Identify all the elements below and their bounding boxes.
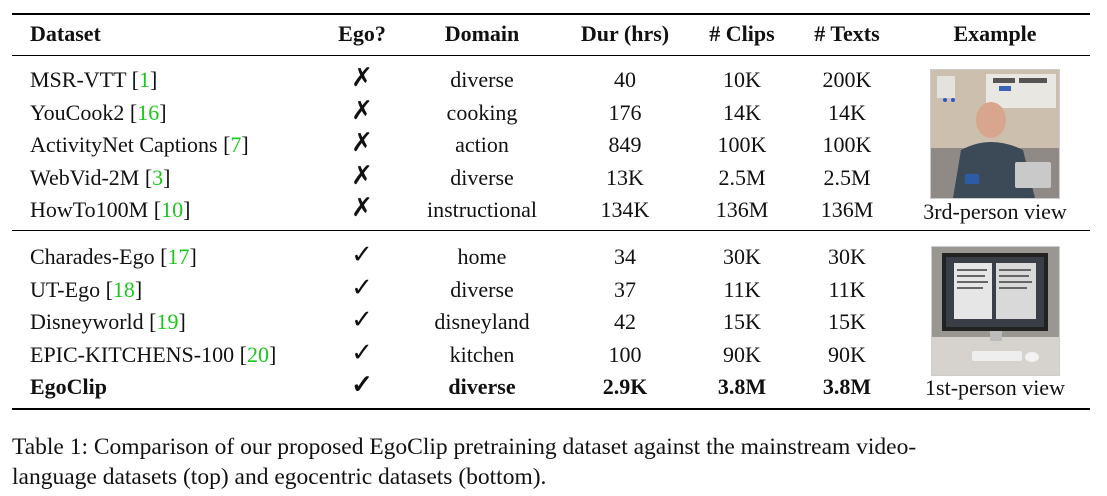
header-domain: Domain bbox=[444, 21, 520, 46]
table-caption: Table 1: Comparison of our proposed EgoC… bbox=[12, 432, 1094, 492]
dataset-name: Disneyworld bbox=[30, 309, 144, 334]
dataset-name: EPIC-KITCHENS-100 bbox=[30, 341, 235, 367]
cell-duration: 13K bbox=[606, 164, 644, 190]
cell-duration: 100 bbox=[608, 341, 642, 367]
cell-ego: ✓ bbox=[351, 305, 373, 334]
cell-duration: 37 bbox=[614, 276, 636, 302]
cell-clips: 10K bbox=[723, 67, 761, 92]
cell-texts: 3.8M bbox=[822, 374, 872, 399]
cell-domain: action bbox=[455, 132, 509, 157]
cell-domain: diverse bbox=[450, 276, 514, 302]
citation-link[interactable]: 16 bbox=[137, 99, 160, 125]
header-texts: # Texts bbox=[814, 21, 880, 46]
cell-texts: 200K bbox=[822, 67, 872, 92]
cell-domain: diverse bbox=[450, 67, 514, 92]
header-clips: # Clips bbox=[709, 21, 775, 46]
cell-duration: 134K bbox=[600, 197, 650, 222]
cell-duration: 2.9K bbox=[602, 374, 648, 399]
dataset-name: ActivityNet Captions bbox=[30, 132, 218, 157]
cell-domain: disneyland bbox=[434, 309, 530, 334]
caption-line-2: language datasets (top) and egocentric d… bbox=[12, 464, 547, 490]
cell-ego: ✗ bbox=[351, 128, 373, 157]
cell-clips: 136M bbox=[715, 197, 769, 222]
bottom-rule bbox=[12, 408, 1090, 410]
cell-duration: 42 bbox=[614, 309, 636, 334]
caption-line-1: Table 1: Comparison of our proposed EgoC… bbox=[12, 434, 917, 460]
dataset-name: EgoClip bbox=[30, 374, 108, 399]
example-top-label: 3rd-person view bbox=[923, 199, 1067, 224]
cell-dataset: WebVid-2M [3] bbox=[30, 164, 171, 190]
dataset-name: YouCook2 bbox=[30, 99, 125, 125]
cell-texts: 11K bbox=[828, 276, 866, 302]
cell-clips: 15K bbox=[723, 309, 761, 334]
citation-link[interactable]: 20 bbox=[246, 341, 269, 367]
cell-dataset: MSR-VTT [1] bbox=[30, 67, 158, 92]
cell-clips: 100K bbox=[717, 132, 767, 157]
citation-link[interactable]: 3 bbox=[152, 164, 164, 190]
cell-dataset: Charades-Ego [17] bbox=[30, 244, 197, 269]
cell-ego: ✓ bbox=[351, 337, 373, 367]
dataset-name: MSR-VTT bbox=[30, 67, 127, 92]
cell-domain: cooking bbox=[446, 99, 518, 125]
cell-domain: kitchen bbox=[449, 341, 515, 367]
cell-clips: 90K bbox=[723, 341, 761, 367]
cell-clips: 11K bbox=[723, 276, 761, 302]
header-rule bbox=[12, 55, 1090, 56]
cell-duration: 849 bbox=[608, 132, 642, 157]
cell-texts: 14K bbox=[828, 99, 866, 125]
header-example: Example bbox=[953, 21, 1037, 46]
cell-ego: ✗ bbox=[351, 160, 373, 190]
cell-domain: diverse bbox=[448, 374, 516, 399]
cell-texts: 15K bbox=[828, 309, 866, 334]
cell-dataset: ActivityNet Captions [7] bbox=[30, 132, 249, 157]
mid-rule bbox=[12, 230, 1090, 231]
third-person-example-image bbox=[930, 69, 1060, 199]
cell-duration: 176 bbox=[608, 99, 642, 125]
cell-dataset: HowTo100M [10] bbox=[30, 197, 191, 222]
cell-texts: 30K bbox=[828, 244, 866, 269]
citation-link[interactable]: 7 bbox=[230, 132, 242, 157]
citation-link[interactable]: 19 bbox=[156, 309, 179, 334]
cell-ego: ✗ bbox=[351, 95, 373, 125]
cell-clips: 30K bbox=[723, 244, 761, 269]
cell-ego: ✓ bbox=[351, 370, 373, 399]
cell-dataset: EPIC-KITCHENS-100 [20] bbox=[30, 341, 277, 367]
citation-link[interactable]: 17 bbox=[167, 244, 190, 269]
cell-ego: ✗ bbox=[351, 63, 373, 92]
cell-clips: 3.8M bbox=[717, 374, 767, 399]
citation-link[interactable]: 1 bbox=[139, 67, 150, 92]
cell-domain: home bbox=[457, 244, 507, 269]
dataset-name: UT-Ego bbox=[30, 276, 101, 302]
header-dur: Dur (hrs) bbox=[580, 21, 670, 46]
cell-dataset: UT-Ego [18] bbox=[30, 276, 143, 302]
citation-link[interactable]: 10 bbox=[161, 197, 184, 222]
header-ego: Ego? bbox=[338, 21, 386, 46]
cell-ego: ✓ bbox=[351, 240, 373, 269]
cell-ego: ✓ bbox=[351, 272, 373, 302]
cell-clips: 14K bbox=[723, 99, 761, 125]
dataset-name: Charades-Ego bbox=[30, 244, 155, 269]
cell-clips: 2.5M bbox=[718, 164, 766, 190]
cell-dataset: Disneyworld [19] bbox=[30, 309, 186, 334]
dataset-name: HowTo100M bbox=[30, 197, 149, 222]
example-bottom-label: 1st-person view bbox=[925, 375, 1065, 400]
citation-link[interactable]: 18 bbox=[112, 276, 135, 302]
cell-texts: 90K bbox=[828, 341, 866, 367]
first-person-example-image bbox=[931, 246, 1060, 376]
cell-domain: diverse bbox=[450, 164, 514, 190]
dataset-name: WebVid-2M bbox=[30, 164, 140, 190]
cell-texts: 136M bbox=[820, 197, 874, 222]
cell-texts: 100K bbox=[822, 132, 872, 157]
cell-duration: 40 bbox=[614, 67, 636, 92]
cell-ego: ✗ bbox=[351, 193, 373, 222]
cell-texts: 2.5M bbox=[823, 164, 871, 190]
top-rule bbox=[12, 13, 1090, 15]
cell-dataset: EgoClip bbox=[30, 374, 107, 400]
cell-dataset: YouCook2 [16] bbox=[30, 99, 167, 125]
header-dataset: Dataset bbox=[30, 21, 101, 46]
cell-domain: instructional bbox=[427, 197, 537, 222]
cell-duration: 34 bbox=[614, 244, 636, 269]
